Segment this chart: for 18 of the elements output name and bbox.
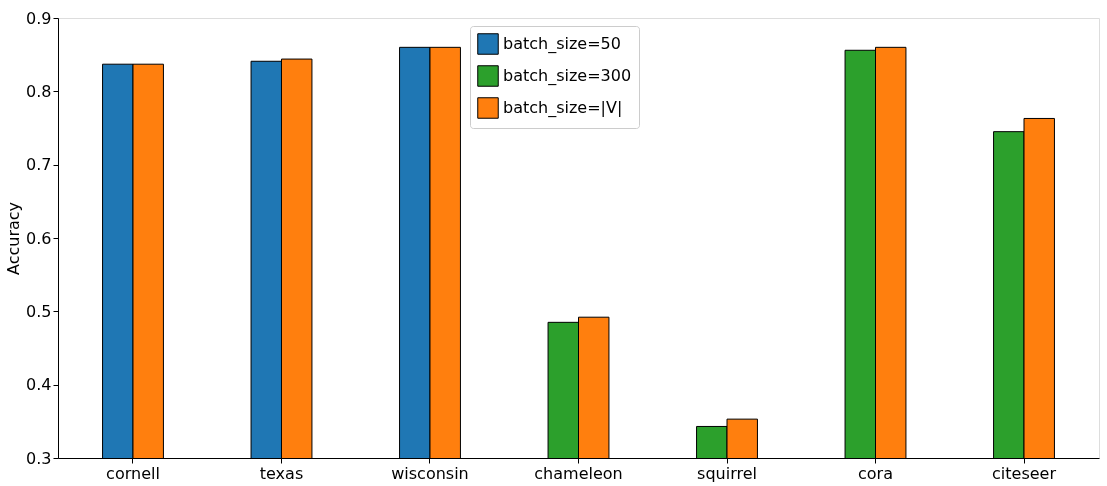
- y-axis-title: Accuracy: [4, 201, 24, 276]
- y-tick-label: 0.5: [26, 301, 52, 321]
- x-tick-label: texas: [259, 463, 304, 483]
- legend-label: batch_size=50: [503, 34, 621, 54]
- x-tick-label: chameleon: [534, 463, 623, 483]
- x-tick-label: cornell: [106, 463, 160, 483]
- y-tick-label: 0.4: [26, 375, 52, 395]
- legend-label: batch_size=300: [503, 66, 632, 86]
- x-tick-label: wisconsin: [391, 463, 469, 483]
- legend-label: batch_size=|V|: [503, 98, 623, 118]
- y-tick-label: 0.9: [26, 8, 52, 28]
- y-tick-label: 0.8: [26, 81, 52, 101]
- x-tick-label: citeseer: [992, 463, 1057, 483]
- y-tick-label: 0.7: [26, 155, 52, 175]
- x-tick-label: squirrel: [697, 463, 757, 483]
- x-tick-label: cora: [858, 463, 893, 483]
- y-tick-label: 0.6: [26, 228, 52, 248]
- y-tick-label: 0.3: [26, 448, 52, 468]
